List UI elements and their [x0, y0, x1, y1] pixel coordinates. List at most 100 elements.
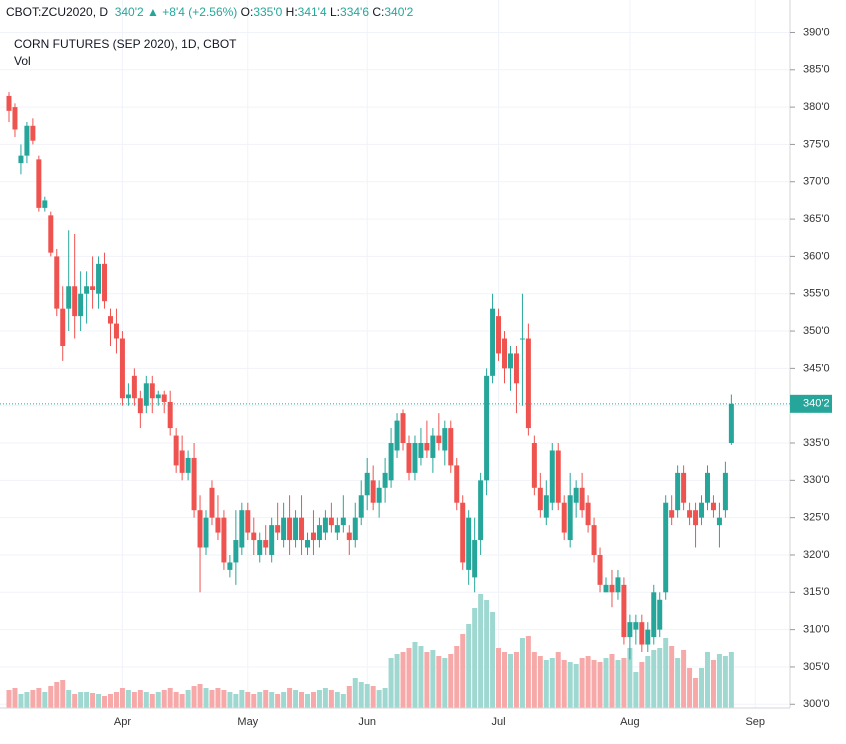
candle-body [310, 532, 316, 541]
volume-bar [412, 642, 418, 708]
volume-bar [633, 672, 639, 708]
volume-bar [66, 690, 72, 708]
y-tick-label: 370'0 [803, 176, 830, 188]
volume-bar [161, 690, 167, 708]
volume-bar [257, 692, 263, 708]
volume-bar [102, 696, 108, 708]
candle-body [424, 443, 430, 451]
volume-bar [84, 692, 90, 708]
volume-bar [36, 688, 42, 708]
volume-bar [54, 682, 60, 708]
candle-body [185, 457, 191, 473]
candle-body [215, 517, 221, 533]
volume-bar [346, 686, 352, 708]
candle-body [179, 450, 185, 473]
y-tick-label: 345'0 [803, 362, 830, 374]
candle-body [149, 383, 155, 399]
volume-bar [537, 656, 543, 708]
x-tick-label: Aug [620, 716, 640, 728]
volume-bar [179, 694, 185, 708]
volume-bar [531, 652, 537, 708]
volume-bar [603, 658, 609, 708]
volume-bar [24, 692, 30, 708]
volume-bar [287, 688, 293, 708]
volume-bar [340, 694, 346, 708]
candle-body [555, 450, 561, 503]
candle-body [221, 517, 227, 563]
candle-body [579, 487, 585, 511]
volume-bar [299, 692, 305, 708]
volume-bar [322, 688, 328, 708]
volume-bar [513, 652, 519, 708]
candle-body [227, 562, 233, 570]
candle-body [675, 472, 681, 511]
x-tick-label: Jul [492, 716, 506, 728]
candle-body [478, 480, 484, 541]
candle-body [322, 517, 328, 533]
candle-body [412, 443, 418, 473]
volume-bar [704, 652, 710, 708]
candle-body [681, 472, 687, 503]
volume-bar [42, 692, 48, 708]
candle-body [30, 125, 36, 141]
volume-bar [490, 612, 496, 708]
header: CBOT:ZCU2020, D 340'2 ▲ +8'4 (+2.56%) O:… [6, 5, 413, 19]
volume-bar [693, 678, 699, 708]
candle-body [603, 584, 609, 593]
volume-bar [215, 688, 221, 708]
volume-bar [430, 650, 436, 708]
y-tick-label: 365'0 [803, 213, 830, 225]
volume-bar [609, 654, 615, 708]
volume-bar [675, 658, 681, 708]
candle-body [191, 457, 197, 511]
candle-body [376, 487, 382, 503]
volume-bar [269, 692, 275, 708]
y-tick-label: 320'0 [803, 549, 830, 561]
candle-body [537, 487, 543, 511]
volume-bar [119, 688, 125, 708]
candle-body [113, 323, 119, 339]
volume-bar [90, 693, 96, 708]
volume-bar [400, 652, 406, 708]
volume-bar [167, 688, 173, 708]
volume-bar [388, 658, 394, 708]
h-label: H: [285, 5, 298, 19]
volume-bar [597, 662, 603, 708]
candle-body [382, 472, 388, 488]
candle-body [519, 338, 525, 340]
candle-body [316, 525, 322, 541]
last-price-box [790, 394, 832, 413]
volume-bar [573, 664, 579, 708]
volume-bar [555, 652, 561, 708]
volume-bar [78, 692, 84, 708]
volume-bar [478, 594, 484, 708]
volume-bar [305, 694, 310, 708]
candle-body [704, 472, 710, 503]
volume-bar [310, 692, 316, 708]
candle-body [466, 517, 472, 570]
volume-bar [185, 690, 191, 708]
volume-bar [567, 662, 573, 708]
y-tick-label: 350'0 [803, 325, 830, 337]
volume-bar [651, 650, 657, 708]
volume-bar [60, 680, 66, 708]
candle-body [645, 629, 651, 645]
last-price: 340'2 [114, 5, 144, 19]
candle-body [6, 95, 12, 111]
volume-bar [519, 638, 525, 708]
candle-body [418, 443, 424, 458]
candle-body [137, 398, 143, 414]
c-label: C: [372, 5, 385, 19]
volume-bar [382, 688, 388, 708]
y-tick-label: 360'0 [803, 250, 830, 262]
x-tick-label: Apr [114, 716, 131, 728]
volume-bar [639, 662, 645, 708]
candle-body [454, 465, 460, 503]
volume-bar [358, 682, 364, 708]
candle-body [687, 510, 693, 518]
chart-title: CORN FUTURES (SEP 2020), 1D, CBOT [14, 37, 237, 51]
candle-body [287, 517, 293, 541]
volume-bar [293, 690, 299, 708]
volume-bar [525, 636, 531, 708]
